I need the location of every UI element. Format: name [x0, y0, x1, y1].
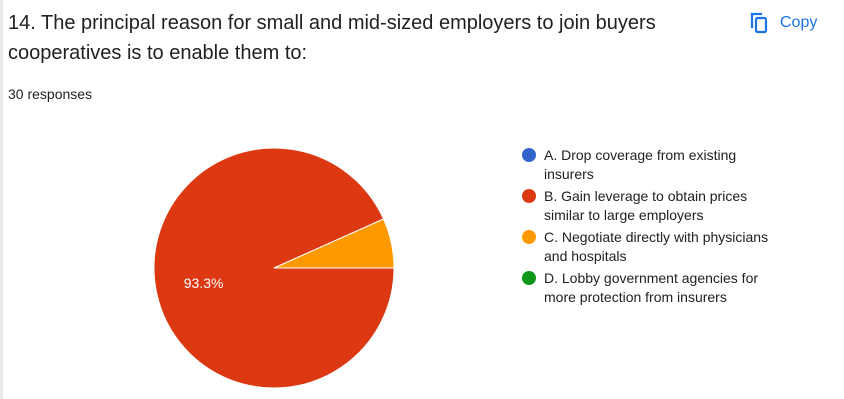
- question-title: 14. The principal reason for small and m…: [8, 12, 656, 64]
- legend-label: B. Gain leverage to obtain prices simila…: [544, 188, 748, 223]
- response-count: 30 responses: [8, 86, 93, 102]
- legend-label: C. Negotiate directly with physicians an…: [544, 229, 769, 264]
- legend-swatch: [522, 230, 536, 244]
- left-border: [0, 0, 3, 399]
- legend-item-a: A. Drop coverage from existing insurers: [522, 146, 782, 184]
- pie-slice-c[interactable]: [273, 218, 395, 269]
- copy-icon: [748, 12, 768, 34]
- legend-swatch: [522, 189, 536, 203]
- legend-swatch: [522, 148, 536, 162]
- copy-button[interactable]: Copy: [748, 6, 817, 40]
- legend-label: A. Drop coverage from existing insurers: [544, 147, 737, 182]
- pie-data-label: 93.3%: [184, 275, 224, 291]
- chart-legend: A. Drop coverage from existing insurers B…: [522, 146, 782, 310]
- legend-item-b: B. Gain leverage to obtain prices simila…: [522, 187, 782, 225]
- legend-label: D. Lobby government agencies for more pr…: [544, 270, 759, 305]
- legend-item-d: D. Lobby government agencies for more pr…: [522, 269, 782, 307]
- copy-label: Copy: [780, 14, 818, 31]
- legend-swatch: [522, 271, 536, 285]
- legend-item-c: C. Negotiate directly with physicians an…: [522, 228, 782, 266]
